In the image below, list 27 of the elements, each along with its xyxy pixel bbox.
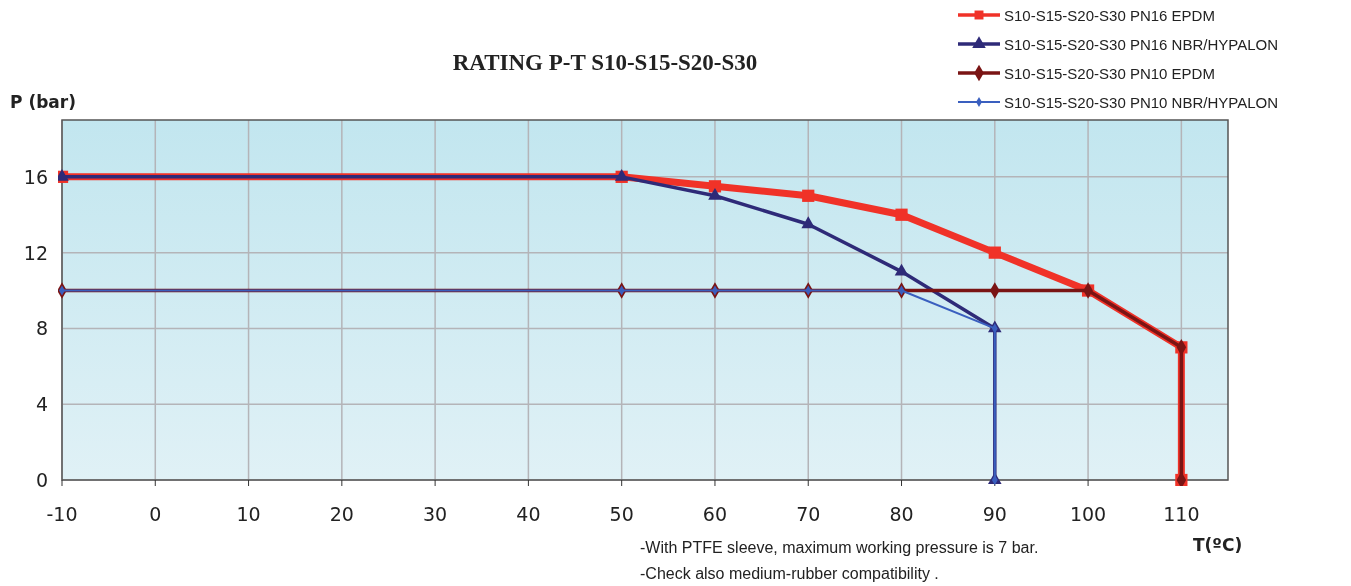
text: -With PTFE sleeve, maximum working pressure is 7 bar. — [640, 539, 1039, 556]
x-axis-title: T(ºC) — [1193, 535, 1243, 555]
x-tick-label: 10 — [236, 503, 261, 525]
legend-label: S10-S15-S20-S30 PN16 NBR/HYPALON — [1004, 36, 1279, 53]
x-tick-label: 0 — [149, 503, 162, 525]
x-tick-label: 100 — [1069, 503, 1107, 525]
x-tick-label: 90 — [982, 503, 1007, 525]
x-tick-label: 70 — [796, 503, 821, 525]
legend-label: S10-S15-S20-S30 PN10 EPDM — [1004, 65, 1215, 82]
x-tick-label: 20 — [329, 503, 354, 525]
x-tick-label: 110 — [1163, 503, 1200, 525]
y-tick-label: 8 — [35, 317, 48, 340]
x-tick-label: 60 — [702, 503, 728, 525]
x-tick-label: 50 — [609, 503, 634, 525]
x-tick-label: -10 — [46, 503, 78, 525]
y-tick-label: 12 — [23, 241, 48, 264]
y-axis-title: P (bar) — [10, 92, 76, 112]
text: -Check also medium-rubber compatibility . — [640, 565, 939, 582]
x-tick-label: 80 — [889, 503, 914, 525]
x-tick-label: 40 — [516, 503, 541, 525]
y-tick-label: 0 — [35, 469, 48, 491]
chart-title: RATING P-T S10-S15-S20-S30 — [452, 50, 758, 75]
legend-label: S10-S15-S20-S30 PN16 EPDM — [1004, 7, 1215, 24]
y-tick-label: 4 — [35, 393, 48, 416]
y-tick-label: 16 — [23, 165, 48, 188]
x-tick-label: 30 — [423, 503, 448, 525]
legend-label: S10-S15-S20-S30 PN10 NBR/HYPALON — [1004, 94, 1279, 111]
